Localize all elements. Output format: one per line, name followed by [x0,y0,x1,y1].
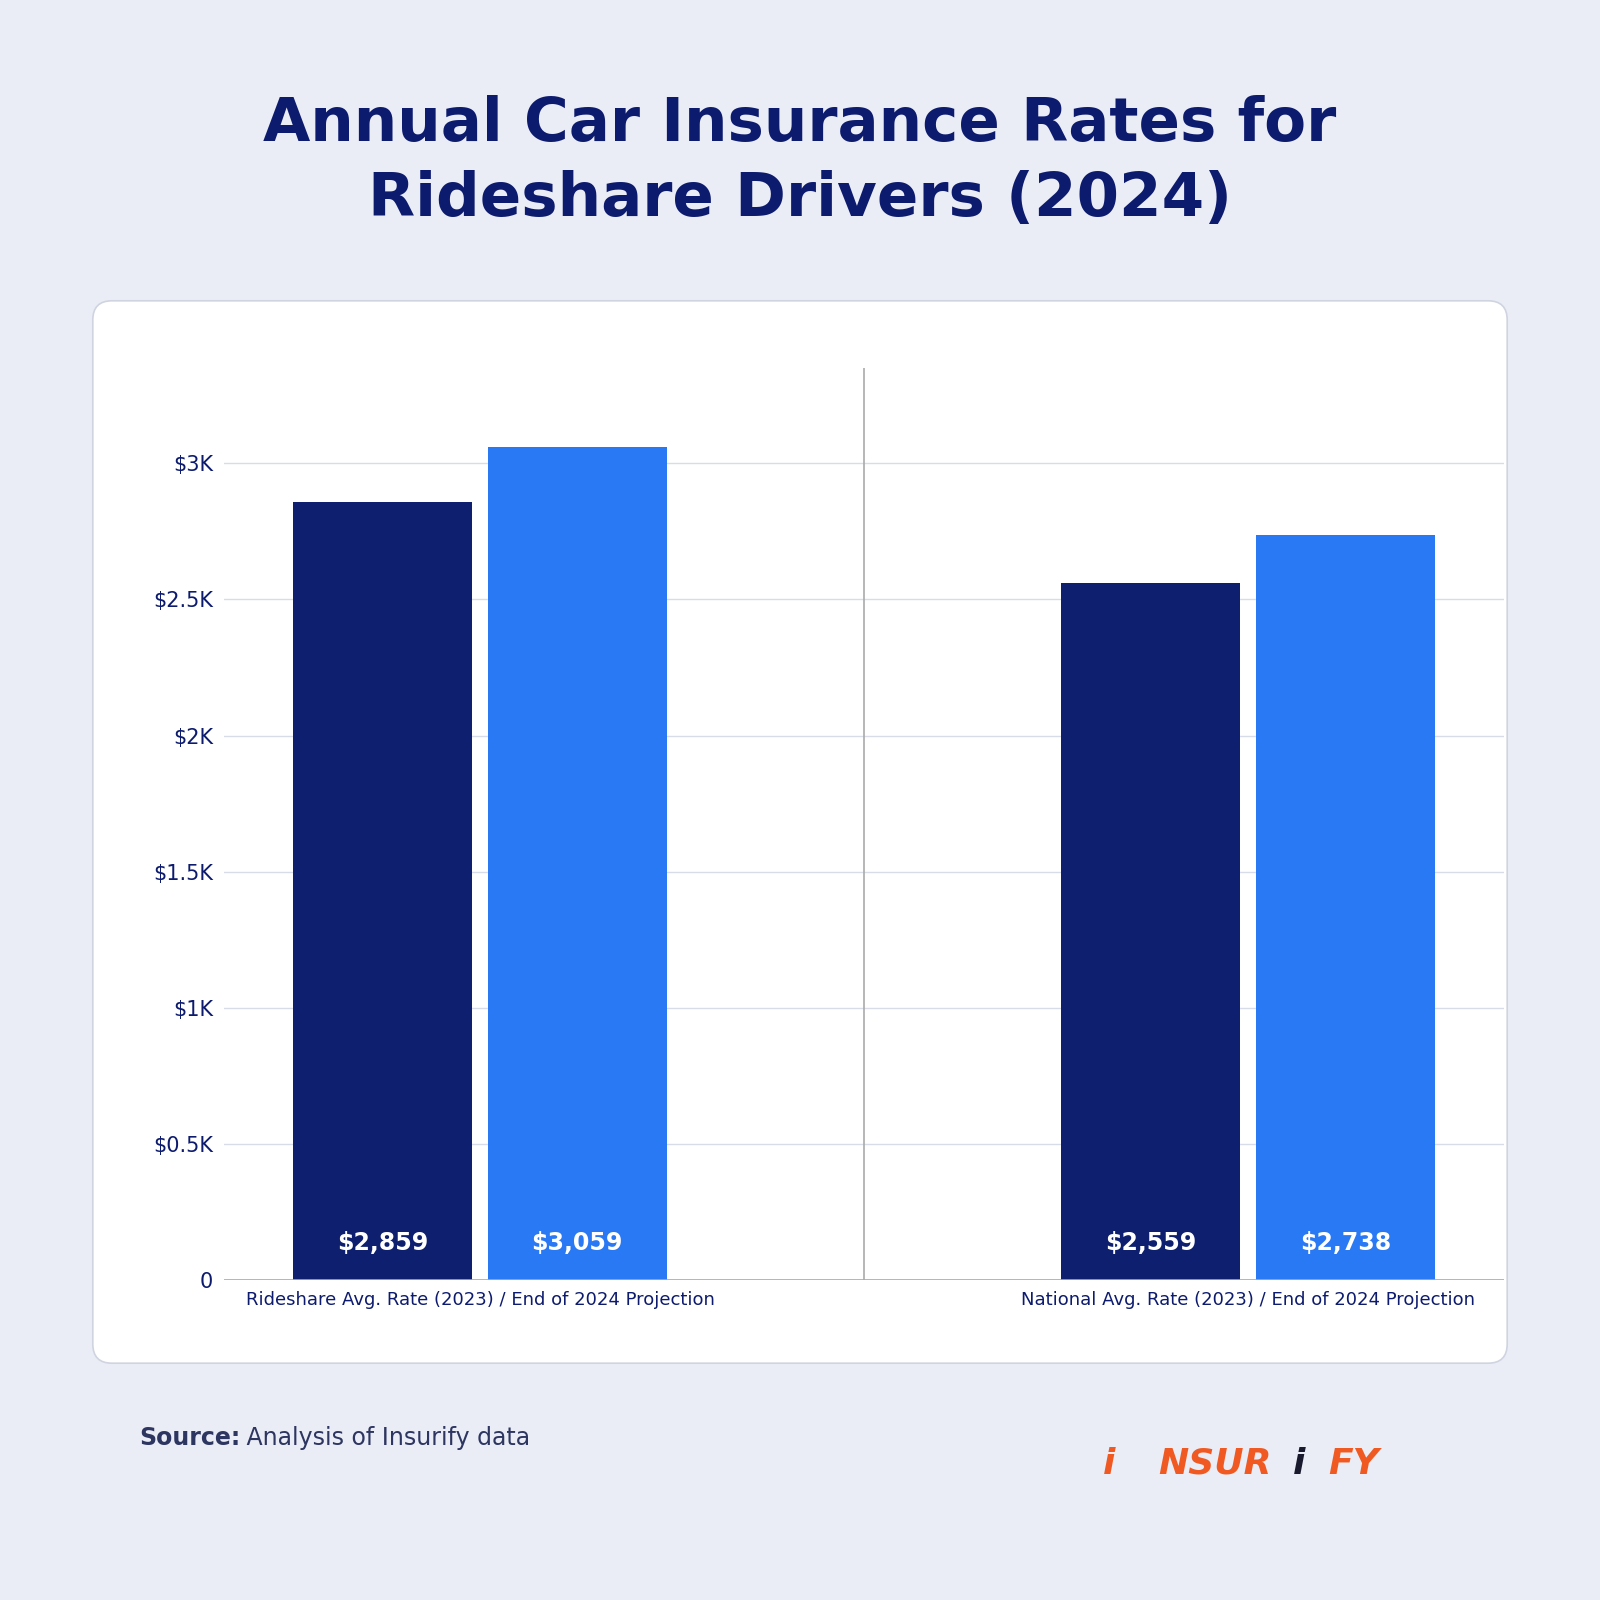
Text: i: i [1102,1446,1115,1482]
Text: Source:: Source: [139,1426,240,1450]
Text: NSUR: NSUR [1158,1446,1272,1482]
Bar [1256,534,1435,1280]
Text: $3,059: $3,059 [531,1232,622,1256]
Text: Annual Car Insurance Rates for
Rideshare Drivers (2024): Annual Car Insurance Rates for Rideshare… [264,94,1336,229]
Bar [1061,584,1240,1280]
Text: FY: FY [1328,1446,1379,1482]
Bar [293,502,472,1280]
Text: i: i [1293,1446,1306,1482]
Text: $2,559: $2,559 [1106,1232,1197,1256]
Text: $2,859: $2,859 [338,1232,429,1256]
Text: $2,738: $2,738 [1299,1232,1390,1256]
Bar [488,448,667,1280]
Text: Analysis of Insurify data: Analysis of Insurify data [238,1426,530,1450]
